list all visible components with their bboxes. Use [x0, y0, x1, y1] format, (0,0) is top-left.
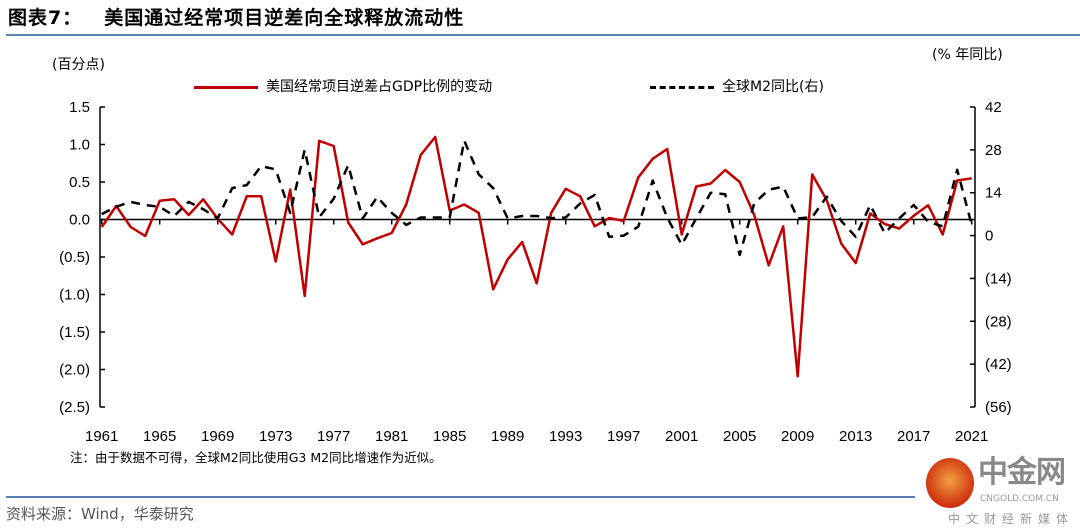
figure-title: 图表7： 美国通过经常项目逆差向全球释放流动性 [8, 6, 464, 30]
legend-item-red: 美国经常项目逆差占GDP比例的变动 [194, 78, 492, 96]
left-tick-label: (1.0) [59, 287, 90, 304]
x-tick-label: 1961 [85, 428, 118, 445]
x-tick-label: 1985 [433, 428, 466, 445]
right-tick-label: (28) [985, 313, 1012, 330]
x-tick-label: 1981 [375, 428, 408, 445]
right-axis-unit: (% 年同比) [932, 47, 1003, 63]
right-tick-label: 0 [985, 228, 993, 245]
legend-swatch-dashed [650, 85, 714, 89]
x-tick-label: 1997 [607, 428, 640, 445]
series-line-us-current-account [100, 135, 972, 378]
right-tick-label: 28 [985, 142, 1002, 159]
bottom-rule [6, 496, 915, 498]
figure-title-text: 美国通过经常项目逆差向全球释放流动性 [104, 7, 465, 29]
legend-label: 全球M2同比(右) [722, 79, 824, 95]
legend-label: 美国经常项目逆差占GDP比例的变动 [266, 79, 493, 95]
top-rule [6, 34, 1080, 36]
left-tick-label: 0.5 [69, 174, 90, 191]
x-tick-label: 2017 [897, 428, 930, 445]
figure-number: 图表7： [8, 7, 83, 29]
x-tick-label: 1969 [201, 428, 234, 445]
x-tick-label: 2009 [781, 428, 814, 445]
legend-swatch-solid [194, 85, 258, 89]
left-tick-label: 0.0 [69, 212, 90, 229]
chart-note: 注：由于数据不可得，全球M2同比使用G3 M2同比增速作为近似。 [70, 450, 442, 465]
right-tick-label: 14 [985, 185, 1002, 202]
x-tick-label: 2013 [839, 428, 872, 445]
left-tick-label: (0.5) [59, 249, 90, 266]
left-axis-unit: (百分点) [52, 57, 105, 73]
watermark-brand: 中金网 [978, 455, 1066, 490]
watermark-domain: CNGOLD.COM.CN [980, 494, 1059, 504]
x-tick-label: 2005 [723, 428, 756, 445]
source-text: 资料来源：Wind，华泰研究 [6, 505, 194, 523]
watermark-slogan: 中文财经新媒体 [948, 512, 1075, 526]
legend-item-black: 全球M2同比(右) [650, 78, 824, 96]
x-tick-label: 2001 [665, 428, 698, 445]
left-tick-label: (2.5) [59, 399, 90, 416]
x-tick-label: 1989 [491, 428, 524, 445]
logo-icon [926, 458, 974, 508]
watermark-logo: 中金网 CNGOLD.COM.CN 中文财经新媒体 [918, 456, 1080, 532]
x-tick-label: 1965 [143, 428, 176, 445]
right-tick-label: 42 [985, 99, 1002, 116]
right-tick-label: (14) [985, 270, 1012, 287]
left-tick-label: 1.5 [69, 99, 90, 116]
left-tick-label: (1.5) [59, 324, 90, 341]
right-tick-label: (42) [985, 356, 1012, 373]
x-tick-label: 2021 [955, 428, 988, 445]
left-tick-label: 1.0 [69, 137, 90, 154]
x-tick-label: 1973 [259, 428, 292, 445]
series-line-global-m2 [101, 139, 973, 257]
x-tick-label: 1977 [317, 428, 350, 445]
right-tick-label: (56) [985, 399, 1012, 416]
x-tick-label: 1993 [549, 428, 582, 445]
left-tick-label: (2.0) [59, 362, 90, 379]
